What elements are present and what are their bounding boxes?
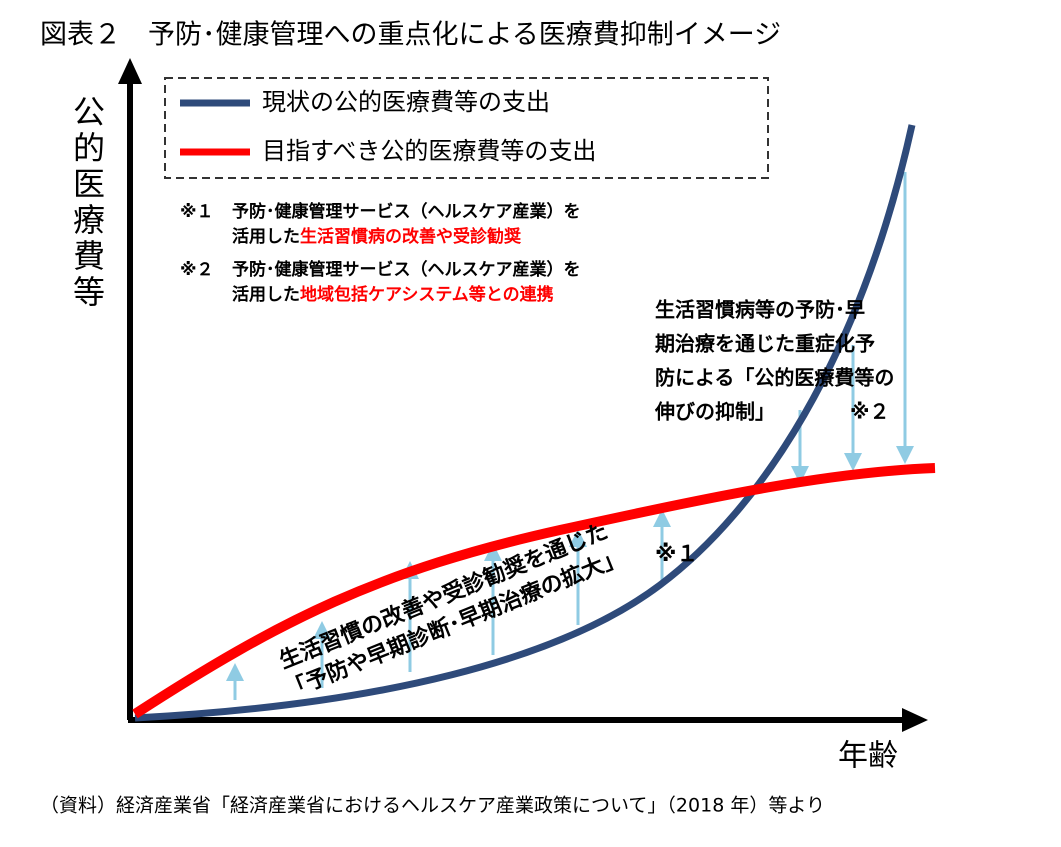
annotation: 「予防や早期診断･早期治療の拡大」 (282, 544, 628, 704)
note-text: 活用した (232, 226, 300, 247)
annotation: 期治療を通じた重症化予 (655, 332, 875, 356)
note-text: 予防･健康管理サービス（ヘルスケア産業）を (232, 201, 581, 222)
note-text: 予防･健康管理サービス（ヘルスケア産業）を (232, 259, 581, 280)
source: （資料）経済産業省「経済産業省におけるヘルスケア産業政策について」（2018 年… (40, 795, 825, 817)
y-axis-label-text: 公的医療費等 (68, 95, 106, 311)
annotation-mark: ※２ (850, 400, 889, 424)
y-axis-arrow (118, 58, 142, 84)
annotation-mark: ※１ (655, 542, 698, 567)
annotation: 生活習慣の改善や受診勧奨を通じた (276, 518, 612, 674)
x-axis-arrow (902, 708, 928, 732)
annotation: 伸びの抑制」 (654, 400, 775, 424)
legend-label: 現状の公的医療費等の支出 (262, 88, 550, 116)
note-highlight: 地域包括ケアシステム等との連携 (300, 284, 554, 305)
legend-box (164, 77, 769, 179)
arrows (226, 172, 914, 700)
note-text: 活用した地域包括ケアシステム等との連携 (232, 284, 554, 305)
annotation: 生活習慣病等の予防･早 (655, 298, 865, 322)
title: 図表２ 予防･健康管理への重点化による医療費抑制イメージ (40, 20, 781, 51)
x-axis-label: 年齢 (838, 739, 898, 774)
note-mark: ※２ (180, 260, 214, 280)
y-axis-label: 公的医療費等 (68, 95, 106, 311)
annotation: 防による「公的医療費等の (655, 366, 894, 390)
note-text: 活用した (232, 284, 300, 305)
current-curve (134, 124, 916, 722)
note-mark: ※１ (180, 202, 214, 222)
legend-label: 目指すべき公的医療費等の支出 (262, 137, 596, 165)
note-text: 活用した生活習慣病の改善や受診勧奨 (232, 226, 522, 247)
note-highlight: 生活習慣病の改善や受診勧奨 (300, 226, 522, 247)
target-curve (132, 463, 936, 719)
